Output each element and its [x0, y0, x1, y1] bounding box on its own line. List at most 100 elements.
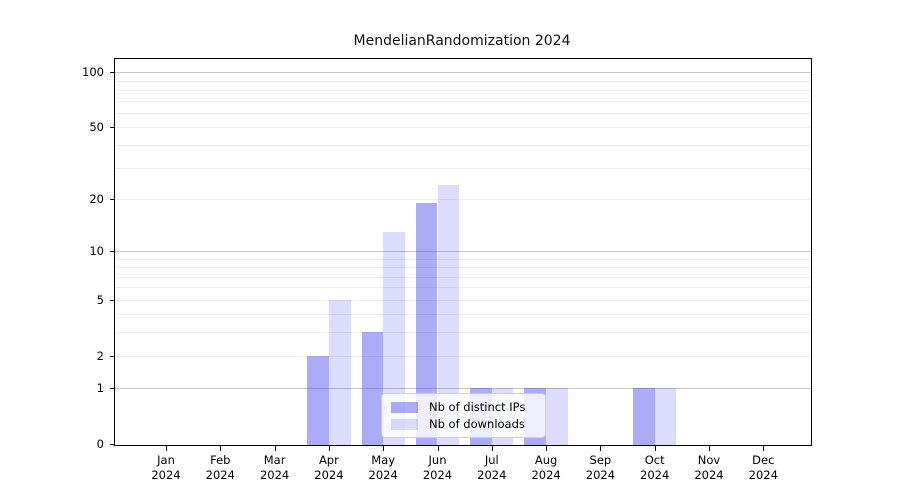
- major-gridline: [115, 388, 811, 390]
- x-tick-label: Jan 2024: [136, 453, 196, 483]
- x-tick-month: Sep: [589, 453, 612, 467]
- x-tick-month: Dec: [752, 453, 775, 467]
- x-tick-mark: [546, 446, 548, 451]
- x-tick-label: Sep 2024: [570, 453, 630, 483]
- major-gridline: [115, 250, 811, 252]
- y-tick-mark: [110, 355, 115, 357]
- minor-gridline: [115, 100, 811, 102]
- x-tick-year: 2024: [422, 468, 453, 482]
- x-tick-label: May 2024: [353, 453, 413, 483]
- minor-gridline: [115, 113, 811, 115]
- x-tick-month: Jul: [484, 453, 499, 467]
- x-tick-label: Aug 2024: [516, 453, 576, 483]
- bar-downloads-may: [383, 231, 405, 445]
- minor-gridline: [115, 90, 811, 92]
- minor-gridline: [115, 145, 811, 147]
- y-tick-mark: [110, 388, 115, 390]
- x-tick-year: 2024: [531, 468, 561, 482]
- y-tick-label: 2: [96, 348, 104, 363]
- x-tick-year: 2024: [640, 468, 670, 482]
- legend-swatch-downloads: [391, 418, 418, 430]
- x-tick-year: 2024: [694, 468, 724, 482]
- legend-label-downloads: Nb of downloads: [429, 417, 525, 431]
- minor-gridline: [115, 276, 811, 278]
- x-tick-month: Jun: [428, 453, 447, 467]
- minor-gridline: [115, 127, 811, 129]
- minor-gridline: [115, 355, 811, 357]
- y-tick-mark: [110, 127, 115, 129]
- plot-area: 0 1 2 5 10 20 50 100 Jan 2024 Feb 2024 Mar 2024 Apr 202…: [82, 58, 812, 482]
- x-tick-year: 2024: [205, 468, 235, 482]
- x-tick-mark: [220, 446, 222, 451]
- x-tick-label: Jun 2024: [408, 453, 468, 483]
- minor-gridline: [115, 332, 811, 334]
- bar-ips-apr: [307, 355, 329, 445]
- minor-gridline: [115, 167, 811, 169]
- axis-layer: 0 1 2 5 10 20 50 100 Jan 2024 Feb 2024 Mar 2024 Apr 202…: [82, 59, 811, 482]
- bar-downloads-aug: [546, 388, 568, 445]
- y-tick-label: 100: [82, 65, 104, 80]
- y-tick-mark: [110, 72, 115, 74]
- x-tick-month: Feb: [210, 453, 231, 467]
- y-tick-label: 0: [96, 437, 104, 451]
- legend-item-downloads: Nb of downloads: [391, 417, 536, 431]
- x-tick-year: 2024: [259, 468, 290, 482]
- chart-title: MendelianRandomization 2024: [353, 33, 571, 49]
- x-tick-label: Jul 2024: [462, 453, 522, 483]
- x-tick-month: May: [371, 453, 396, 467]
- x-tick-label: Feb 2024: [190, 453, 250, 483]
- bar-downloads-jun: [437, 184, 460, 445]
- legend-swatch-distinct-ips: [391, 401, 418, 413]
- x-tick-month: Aug: [534, 453, 558, 467]
- grid-layer: [115, 59, 811, 445]
- x-tick-mark: [600, 446, 602, 451]
- x-tick-label: Oct 2024: [625, 453, 685, 483]
- x-tick-month: Jan: [157, 453, 175, 467]
- x-tick-month: Oct: [644, 453, 665, 467]
- x-tick-mark: [491, 446, 493, 451]
- x-tick-mark: [437, 446, 439, 451]
- x-tick-mark: [166, 446, 167, 451]
- y-tick-label: 10: [89, 243, 104, 258]
- x-tick-label: Apr 2024: [299, 453, 359, 483]
- y-tick-label: 20: [89, 191, 104, 206]
- y-tick-mark: [110, 299, 115, 301]
- legend: Nb of distinct IPs Nb of downloads: [381, 393, 546, 438]
- minor-gridline: [115, 299, 811, 301]
- x-tick-month: Nov: [697, 453, 721, 467]
- y-tick-label: 50: [89, 120, 104, 135]
- y-tick-label: 5: [96, 292, 104, 307]
- x-tick-mark: [709, 446, 710, 451]
- x-tick-mark: [763, 446, 765, 451]
- x-tick-label: Nov 2024: [679, 453, 739, 483]
- y-tick-label: 1: [96, 381, 104, 396]
- bar-ips-may: [361, 332, 384, 445]
- minor-gridline: [115, 267, 811, 269]
- x-tick-mark: [328, 446, 330, 451]
- legend-item-distinct-ips: Nb of distinct IPs: [391, 400, 536, 414]
- minor-gridline: [115, 314, 811, 316]
- x-tick-label: Mar 2024: [245, 453, 305, 483]
- bar-downloads-apr: [328, 299, 351, 445]
- bar-downloads-oct: [654, 388, 677, 445]
- x-tick-month: Mar: [263, 453, 286, 467]
- legend-label-distinct-ips: Nb of distinct IPs: [429, 400, 526, 414]
- bar-ips-jun: [415, 202, 438, 445]
- x-tick-year: 2024: [151, 468, 181, 482]
- x-tick-year: 2024: [748, 468, 778, 482]
- x-tick-year: 2024: [585, 468, 616, 482]
- y-tick-mark: [110, 198, 115, 200]
- major-gridline: [115, 72, 811, 74]
- y-tick-mark: [110, 444, 115, 445]
- x-tick-label: Dec 2024: [733, 453, 793, 483]
- bar-ips-oct: [633, 388, 655, 445]
- x-tick-mark: [654, 446, 656, 451]
- x-tick-mark: [274, 446, 276, 451]
- x-tick-year: 2024: [477, 468, 507, 482]
- x-tick-month: Apr: [318, 453, 339, 467]
- x-tick-year: 2024: [368, 468, 398, 482]
- x-tick-year: 2024: [314, 468, 344, 482]
- x-tick-mark: [383, 446, 385, 451]
- minor-gridline: [115, 287, 811, 289]
